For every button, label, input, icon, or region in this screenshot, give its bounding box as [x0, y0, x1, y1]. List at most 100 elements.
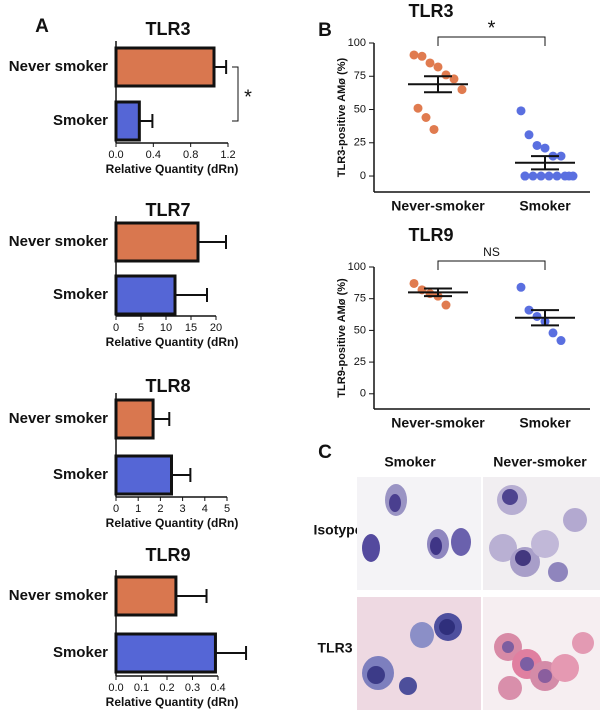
x-tick-label: 0.0: [108, 149, 123, 161]
panel-label: C: [318, 442, 332, 463]
data-point: [528, 171, 538, 181]
x-tick-label: 1.2: [220, 149, 235, 161]
x-axis-label: Relative Quantity (dRn): [106, 162, 239, 176]
y-tick-label: 0: [360, 170, 366, 182]
bar: [114, 398, 155, 440]
bar: [114, 274, 177, 316]
data-point: [536, 171, 546, 181]
micrograph: [483, 477, 600, 590]
x-tick-label: 0.2: [159, 682, 174, 694]
significance-label: *: [244, 86, 252, 108]
data-point: [421, 113, 431, 122]
data-point: [524, 305, 534, 315]
bar: [114, 632, 217, 674]
category-label: Smoker: [53, 644, 108, 661]
y-tick-label: 100: [348, 261, 366, 273]
panel-label: B: [318, 20, 332, 41]
row-label: TLR3: [318, 640, 353, 656]
bar: [114, 575, 178, 617]
category-label: Never smoker: [9, 58, 108, 75]
x-axis-label: Relative Quantity (dRn): [106, 516, 239, 530]
data-point: [540, 143, 550, 153]
data-point: [441, 70, 451, 80]
error-bar: [175, 288, 208, 302]
significance-bracket: [437, 260, 546, 270]
chart-title: TLR3: [146, 19, 191, 39]
error-bar: [175, 589, 208, 603]
micrograph: [357, 477, 481, 590]
chart-title: TLR9: [409, 225, 454, 245]
x-tick-label: 15: [185, 322, 197, 334]
y-tick-label: 100: [348, 37, 366, 49]
bar: [114, 46, 216, 88]
y-axis-label: TLR3-positive AMø (%): [336, 57, 348, 177]
x-tick-label: 3: [180, 503, 186, 515]
data-point: [532, 311, 542, 321]
x-tick-label: 10: [160, 322, 172, 334]
x-tick-label: 0.4: [146, 149, 161, 161]
bar: [114, 454, 173, 496]
x-tick-label: 0: [113, 503, 119, 515]
category-label: Smoker: [53, 466, 108, 483]
y-tick-label: 25: [354, 137, 366, 149]
micrograph: [483, 597, 600, 710]
x-tick-label: 5: [224, 503, 230, 515]
x-axis-label: Relative Quantity (dRn): [106, 695, 239, 709]
row-label: Isotype: [313, 522, 362, 538]
chart-title: TLR7: [146, 200, 191, 220]
data-point: [429, 124, 439, 134]
y-tick-label: 50: [354, 324, 366, 336]
data-point: [524, 130, 534, 140]
bar: [114, 100, 141, 142]
x-tick-label: 4: [202, 503, 208, 515]
x-tick-label: 0.4: [210, 682, 225, 694]
panel-label: A: [35, 16, 49, 37]
significance-label: NS: [483, 245, 500, 259]
data-point: [413, 103, 423, 113]
category-label: Smoker: [53, 112, 108, 129]
x-tick-label: 0.8: [183, 149, 198, 161]
data-point: [544, 171, 554, 181]
chart-title: TLR3: [409, 1, 454, 21]
data-point: [548, 328, 558, 338]
column-label: Never-smoker: [493, 454, 587, 470]
x-tick-label: 0: [113, 322, 119, 334]
category-label: Smoker: [519, 415, 571, 431]
bar: [114, 221, 200, 263]
chart-title: TLR8: [146, 376, 191, 396]
error-bar: [198, 235, 227, 249]
x-tick-label: 0.1: [134, 682, 149, 694]
y-tick-label: 75: [354, 293, 366, 305]
y-tick-label: 25: [354, 356, 366, 368]
micrograph: [357, 597, 481, 710]
category-label: Never smoker: [9, 233, 108, 250]
x-axis-label: Relative Quantity (dRn): [106, 335, 239, 349]
x-tick-label: 2: [157, 503, 163, 515]
data-point: [560, 171, 570, 181]
data-point: [409, 278, 419, 288]
error-bar: [215, 646, 248, 660]
category-label: Smoker: [53, 286, 108, 303]
category-label: Never-smoker: [391, 415, 485, 431]
y-tick-label: 50: [354, 103, 366, 115]
significance-label: *: [488, 17, 496, 39]
data-point: [552, 171, 562, 181]
x-tick-label: 0.0: [108, 682, 123, 694]
category-label: Never-smoker: [391, 198, 485, 214]
category-label: Smoker: [519, 198, 571, 214]
sem-bar: [531, 309, 559, 327]
sem-bar: [424, 75, 452, 94]
error-bar: [153, 412, 171, 426]
x-tick-label: 20: [210, 322, 222, 334]
data-point: [568, 171, 578, 181]
y-tick-label: 0: [360, 388, 366, 400]
data-point: [520, 171, 530, 181]
data-point: [441, 300, 451, 310]
category-label: Never smoker: [9, 587, 108, 604]
x-tick-label: 5: [138, 322, 144, 334]
error-bar: [214, 60, 228, 74]
data-point: [457, 85, 467, 95]
x-tick-label: 0.3: [185, 682, 200, 694]
x-tick-label: 1: [135, 503, 141, 515]
